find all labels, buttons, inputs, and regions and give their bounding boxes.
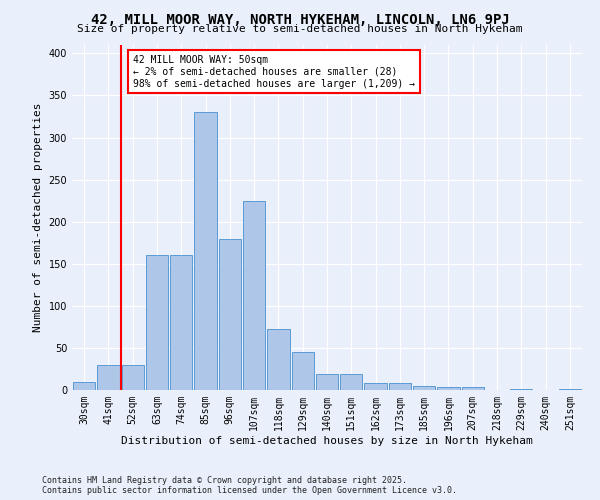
Bar xyxy=(73,382,95,390)
Bar xyxy=(364,384,387,390)
Bar xyxy=(243,200,265,390)
X-axis label: Distribution of semi-detached houses by size in North Hykeham: Distribution of semi-detached houses by … xyxy=(121,436,533,446)
Bar xyxy=(559,389,581,390)
Bar xyxy=(316,374,338,390)
Bar xyxy=(413,386,436,390)
Bar xyxy=(437,386,460,390)
Text: Size of property relative to semi-detached houses in North Hykeham: Size of property relative to semi-detach… xyxy=(77,24,523,34)
Y-axis label: Number of semi-detached properties: Number of semi-detached properties xyxy=(33,103,43,332)
Bar xyxy=(461,388,484,390)
Bar xyxy=(146,256,168,390)
Bar xyxy=(340,374,362,390)
Bar xyxy=(510,389,532,390)
Text: 42 MILL MOOR WAY: 50sqm
← 2% of semi-detached houses are smaller (28)
98% of sem: 42 MILL MOOR WAY: 50sqm ← 2% of semi-det… xyxy=(133,56,415,88)
Text: Contains HM Land Registry data © Crown copyright and database right 2025.
Contai: Contains HM Land Registry data © Crown c… xyxy=(42,476,457,495)
Bar xyxy=(218,238,241,390)
Text: 42, MILL MOOR WAY, NORTH HYKEHAM, LINCOLN, LN6 9PJ: 42, MILL MOOR WAY, NORTH HYKEHAM, LINCOL… xyxy=(91,12,509,26)
Bar xyxy=(389,384,411,390)
Bar xyxy=(170,256,193,390)
Bar xyxy=(292,352,314,390)
Bar xyxy=(194,112,217,390)
Bar xyxy=(267,328,290,390)
Bar xyxy=(97,365,119,390)
Bar xyxy=(122,365,144,390)
